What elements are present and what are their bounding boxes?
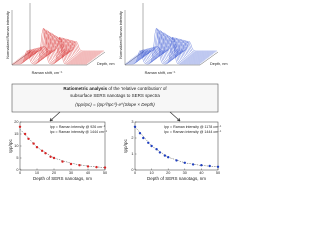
y-tick-label: 15 [14, 132, 18, 136]
point [35, 146, 39, 149]
point [208, 164, 211, 168]
spectra-frame [124, 3, 219, 66]
y-tick-label: 2 [131, 136, 133, 140]
spectrum-line [26, 36, 102, 54]
point [44, 152, 47, 155]
y-tick-label: 3 [131, 120, 133, 124]
legend-note: Ipc = Raman intensity @ 1444 cm⁻¹ [164, 130, 222, 134]
point [103, 166, 107, 169]
point [147, 141, 150, 144]
x-tick-label: 30 [183, 171, 187, 175]
point [49, 155, 52, 158]
spectrum-line [14, 29, 90, 63]
spectrum-line [131, 31, 207, 60]
x-tick-label: 0 [19, 171, 21, 175]
x-axis-label: Depth of SERS nanotags, nm [147, 176, 206, 181]
y-tick-label: 20 [14, 120, 18, 124]
figure: Ratiometric analysis of the 'relative co… [6, 3, 228, 181]
point [23, 132, 27, 136]
formula: (Ipp/Ipc) = (Ipp⁰/Ipc⁰)·e^(Slope × Depth… [75, 102, 155, 107]
spectrum-line [141, 38, 217, 52]
point [95, 165, 98, 169]
x-tick-label: 20 [52, 171, 56, 175]
z-axis-label: Depth, nm [97, 62, 115, 66]
point [183, 161, 186, 164]
spectrum-line [135, 33, 211, 57]
point [191, 163, 195, 166]
y-axis-label: Normalized Raman intensity [6, 11, 10, 59]
arrows [49, 111, 181, 122]
point [167, 156, 170, 159]
y-tick-label: 0 [131, 168, 133, 172]
x-tick-label: 10 [35, 171, 39, 175]
point [61, 160, 64, 163]
analysis-line2: subsurface SERS nanotags to SERS spectra [70, 93, 160, 98]
y-tick-label: 10 [14, 144, 18, 148]
point [133, 125, 137, 128]
point [150, 144, 153, 148]
plot-frame [134, 121, 219, 171]
x-tick-label: 10 [149, 171, 153, 175]
x-tick-label: 30 [69, 171, 73, 175]
y-axis-label: Ipp/Ipc [123, 138, 128, 152]
x-tick-label: 50 [103, 171, 107, 175]
spectra-frame [11, 3, 106, 66]
point [142, 136, 145, 140]
x-tick-label: 0 [134, 171, 136, 175]
point [78, 164, 81, 167]
analysis-bold: Ratiometric analysis [63, 86, 107, 91]
analysis-rest: of the 'relative contribution' of [107, 86, 167, 91]
x-tick-label: 20 [166, 171, 170, 175]
x-tick-label: 50 [216, 171, 220, 175]
y-axis-label: Normalized Raman intensity [119, 11, 123, 59]
y-axis-label: Ipp/Ipc [8, 138, 13, 152]
spectrum-line [27, 37, 103, 53]
legend-note: Ipp = Raman intensity @ 1178 cm⁻¹ [164, 125, 222, 129]
point [175, 159, 178, 162]
spectrum-line [22, 33, 98, 57]
point [27, 137, 30, 140]
point [158, 151, 162, 154]
point [216, 165, 220, 168]
point [155, 148, 158, 151]
spectrum-line [127, 29, 203, 63]
point [69, 162, 73, 166]
spectrum-line [140, 37, 216, 53]
point [138, 132, 142, 135]
x-tick-label: 40 [199, 171, 203, 175]
y-tick-label: 1 [131, 152, 133, 156]
point [32, 142, 35, 145]
x-axis-label: Depth of SERS nanotags, nm [33, 176, 92, 181]
point [40, 149, 44, 152]
point [200, 164, 203, 167]
x-axis-label: Raman shift, cm⁻¹ [145, 71, 176, 75]
point [163, 154, 167, 157]
point [86, 165, 90, 168]
spectrum-line [28, 38, 104, 52]
spectrum-line [18, 31, 94, 60]
x-axis-label: Raman shift, cm⁻¹ [32, 71, 63, 75]
point [52, 156, 56, 160]
legend-note: Ipc = Raman intensity @ 1444 cm⁻¹ [50, 130, 108, 134]
x-tick-label: 40 [86, 171, 90, 175]
spectrum-line [139, 36, 215, 54]
z-axis-label: Depth, nm [210, 62, 228, 66]
legend-note: Ipp = Raman intensity @ 926 cm⁻¹ [50, 125, 106, 129]
analysis-title: Ratiometric analysis of the 'relative co… [63, 86, 167, 91]
spectrum-line [23, 34, 99, 56]
spectrum-line [136, 34, 212, 56]
y-tick-label: 0 [16, 168, 18, 172]
point [18, 125, 22, 128]
analysis-box [11, 83, 219, 113]
y-tick-label: 5 [16, 156, 18, 160]
